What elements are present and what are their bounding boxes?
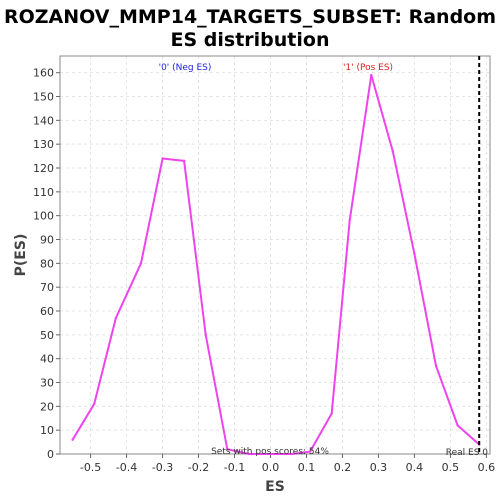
x-tick-label: -0.2	[188, 461, 209, 474]
y-tick-label: 80	[40, 257, 54, 270]
y-tick-label: 30	[40, 377, 54, 390]
y-tick-label: 120	[33, 162, 54, 175]
y-tick-label: 100	[33, 210, 54, 223]
x-tick-label: 0.5	[442, 461, 460, 474]
y-axis-label: P(ES)	[13, 234, 29, 277]
x-tick-label: 0.3	[370, 461, 388, 474]
y-tick-label: 70	[40, 281, 54, 294]
y-tick-label: 140	[33, 114, 54, 127]
data-point	[308, 450, 312, 453]
y-tick-label: 90	[40, 234, 54, 247]
sets-with-pos-scores-label: Sets with pos scores: 54%	[211, 447, 329, 457]
y-tick-label: 110	[33, 186, 54, 199]
y-tick-label: 20	[40, 400, 54, 413]
x-tick-label: -0.1	[224, 461, 245, 474]
x-axis-label: ES	[265, 479, 285, 495]
data-point	[182, 159, 186, 163]
data-point	[330, 412, 333, 415]
y-tick-label: 40	[40, 353, 54, 366]
data-point	[247, 452, 251, 456]
x-tick-label: -0.5	[80, 461, 101, 474]
data-point	[139, 262, 143, 265]
y-tick-label: 50	[40, 329, 54, 342]
data-point	[269, 452, 272, 456]
y-tick-label: 10	[40, 424, 54, 437]
y-tick-label: 0	[47, 448, 54, 461]
y-tick-label: 60	[40, 305, 54, 318]
data-point	[391, 150, 395, 153]
data-point	[413, 252, 416, 256]
x-tick-label: 0.0	[262, 461, 280, 474]
data-point	[348, 219, 351, 222]
x-tick-label: 0.1	[298, 461, 316, 474]
data-point	[71, 438, 74, 441]
data-point	[370, 73, 373, 77]
x-tick-label: 0.6	[478, 461, 496, 474]
x-tick-label: 0.4	[406, 461, 424, 474]
chart-title-line1: ROZANOV_MMP14_TARGETS_SUBSET: Random	[4, 6, 496, 28]
plot-area	[59, 55, 491, 455]
data-point	[114, 316, 117, 320]
data-point	[456, 424, 459, 427]
data-point	[92, 402, 96, 406]
es-distribution-line	[71, 74, 480, 455]
data-point	[204, 333, 207, 337]
real-es-label: Real ES 0	[446, 448, 489, 458]
x-tick-label: -0.4	[116, 461, 137, 474]
y-tick-label: 150	[33, 91, 54, 104]
series-group	[71, 73, 481, 456]
pos-es-label: '1' (Pos ES)	[343, 63, 393, 73]
data-point	[290, 452, 294, 456]
chart-title-line2: ES distribution	[171, 29, 330, 51]
y-tick-label: 160	[33, 67, 54, 80]
x-tick-label: 0.2	[334, 461, 352, 474]
grid	[60, 56, 490, 455]
y-tick-label: 130	[33, 138, 54, 151]
x-tick-label: -0.3	[152, 461, 173, 474]
data-point	[434, 364, 438, 368]
data-point	[161, 157, 164, 160]
neg-es-label: '0' (Neg ES)	[159, 63, 212, 73]
data-point	[226, 448, 229, 451]
axis-ticks: 0 10 20 30 40 50 60 70 80 90 100 110 120 130 140 150 160…	[33, 67, 495, 474]
